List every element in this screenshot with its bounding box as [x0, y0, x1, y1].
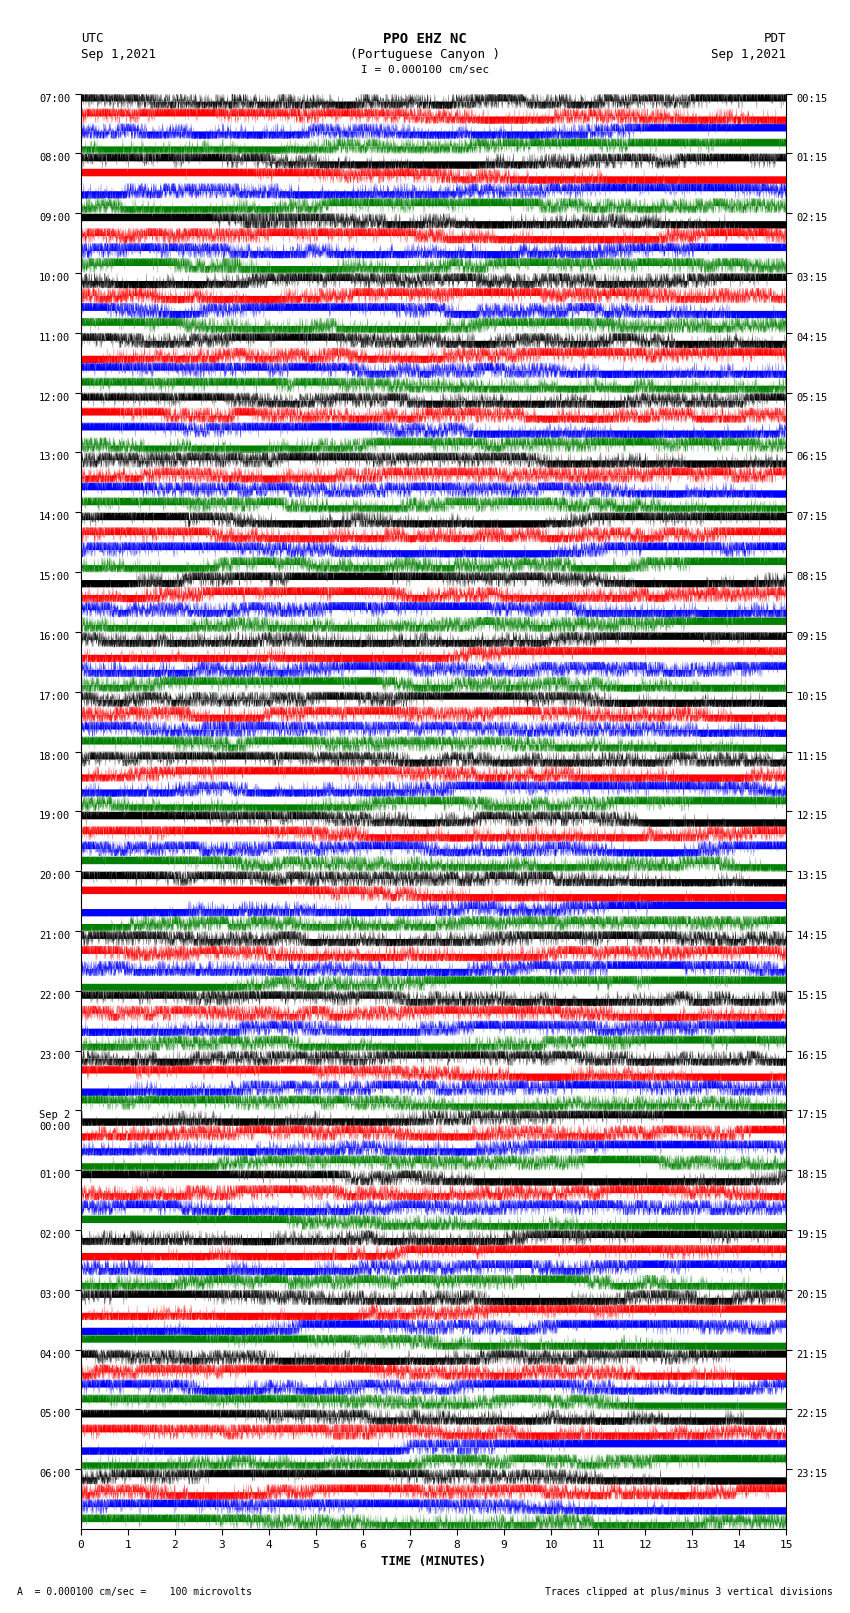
X-axis label: TIME (MINUTES): TIME (MINUTES) [381, 1555, 486, 1568]
Text: Sep 1,2021: Sep 1,2021 [81, 48, 156, 61]
Text: UTC: UTC [81, 32, 103, 45]
Text: Sep 1,2021: Sep 1,2021 [711, 48, 786, 61]
Text: PDT: PDT [764, 32, 786, 45]
Text: PPO EHZ NC: PPO EHZ NC [383, 32, 467, 47]
Text: Traces clipped at plus/minus 3 vertical divisions: Traces clipped at plus/minus 3 vertical … [545, 1587, 833, 1597]
Text: (Portuguese Canyon ): (Portuguese Canyon ) [350, 48, 500, 61]
Text: A  = 0.000100 cm/sec =    100 microvolts: A = 0.000100 cm/sec = 100 microvolts [17, 1587, 252, 1597]
Text: I = 0.000100 cm/sec: I = 0.000100 cm/sec [361, 65, 489, 74]
